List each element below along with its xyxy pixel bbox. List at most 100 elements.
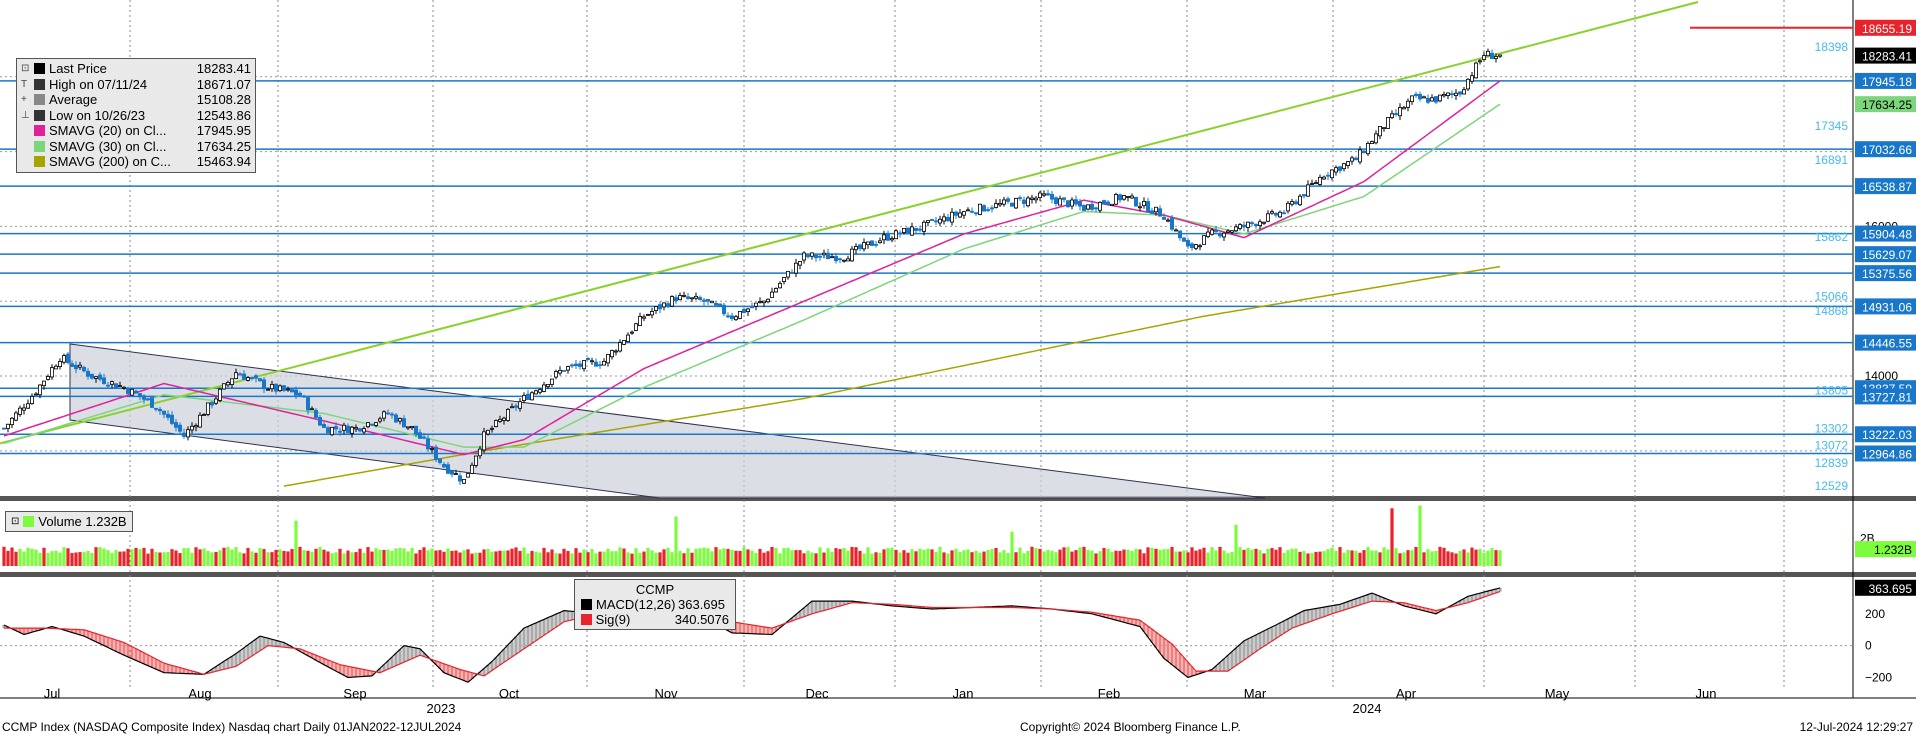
candle-body (738, 310, 743, 319)
volume-bar (434, 550, 438, 566)
candle-body (385, 412, 390, 415)
sma200-line (283, 265, 1501, 487)
candle-body (1150, 210, 1155, 214)
volume-bar (230, 549, 234, 566)
candle-body (1494, 56, 1499, 59)
candle-body (425, 438, 430, 450)
candle-body (325, 427, 330, 434)
candle-body (846, 258, 851, 262)
volume-bar (722, 548, 726, 566)
volume-bar (1474, 549, 1478, 566)
legend-row: + Average 15108.28 (21, 92, 251, 108)
volume-bar (1106, 548, 1110, 566)
candle-body (1442, 94, 1447, 97)
macd-legend[interactable]: CCMP MACD(12,26) 363.695 Sig(9) 340.5076 (574, 579, 736, 630)
level-tag-bg (1855, 178, 1916, 195)
candle-body (986, 209, 991, 211)
level-tag-bg (1855, 334, 1916, 351)
volume-bar (354, 552, 358, 566)
candle-body (1190, 243, 1195, 249)
candle-body (606, 354, 611, 364)
candle-body (942, 216, 947, 222)
candle-body (417, 432, 422, 439)
volume-bar (982, 551, 986, 566)
volume-bar (1442, 547, 1446, 566)
volume-bar (370, 551, 374, 566)
candle-body (261, 379, 266, 390)
fib-label: 13072 (1815, 438, 1849, 452)
volume-bar (178, 553, 182, 566)
candle-body (1478, 60, 1483, 63)
level-tag-bg (1855, 72, 1916, 89)
candle-body (393, 414, 398, 423)
candle-body (241, 373, 246, 380)
candle-body (377, 418, 382, 422)
candle-body (1430, 97, 1435, 102)
volume-bar (1166, 549, 1170, 566)
volume-bar (158, 552, 162, 566)
volume-bar (562, 548, 566, 566)
candle-body (1082, 205, 1087, 211)
volume-bar (1334, 550, 1338, 566)
candle-body (281, 385, 286, 391)
candle-body (1374, 133, 1379, 144)
candle-body (493, 420, 498, 428)
x-tick-label: Dec (805, 686, 829, 701)
candle-body (870, 240, 875, 246)
candle-body (582, 360, 587, 370)
candle-body (1254, 223, 1259, 227)
volume-bar (414, 553, 418, 566)
volume-bar (446, 548, 450, 566)
candle-body (670, 296, 675, 307)
volume-bar (442, 551, 446, 566)
level-tag: 13727.81 (1855, 388, 1916, 405)
volume-bar (1314, 551, 1318, 566)
candle-body (1414, 93, 1419, 96)
volume-bar (34, 549, 38, 566)
candle-body (1022, 199, 1027, 204)
legend-name: Average (49, 92, 98, 108)
fib-label: 16891 (1815, 153, 1849, 167)
volume-bar (526, 553, 530, 566)
candle-body (90, 373, 95, 379)
candle-body (1302, 194, 1307, 197)
candle-body (289, 389, 294, 393)
level-tag-bg (1855, 141, 1916, 158)
volume-legend[interactable]: ⊡ Volume 1.232B (5, 511, 133, 532)
candle-body (1362, 150, 1367, 154)
candle-body (94, 376, 99, 379)
volume-bar (1118, 550, 1122, 566)
volume-bar (1318, 551, 1322, 566)
level-tag-text: 14446.55 (1862, 337, 1912, 351)
candle-body (245, 377, 250, 381)
volume-bar (494, 551, 498, 566)
candle-body (1498, 54, 1503, 57)
volume-bar (90, 552, 94, 566)
legend-name: SMAVG (200) on C... (49, 154, 171, 170)
price-legend[interactable]: ⊡ Last Price 18283.41 T High on 07/11/24 1867… (16, 58, 256, 173)
candle-body (1142, 201, 1147, 207)
expand-icon[interactable]: ⊡ (11, 516, 20, 527)
volume-bar (322, 549, 326, 566)
volume-bar (1110, 551, 1114, 566)
candle-body (1026, 197, 1031, 207)
candle-body (666, 303, 671, 307)
volume-bar (730, 549, 734, 566)
candle-body (465, 473, 470, 478)
volume-bar (502, 550, 506, 566)
candle-body (1218, 233, 1223, 237)
candle-body (1326, 174, 1331, 177)
candle-body (46, 376, 51, 380)
candle-body (193, 425, 198, 428)
candle-body (822, 252, 827, 256)
volume-bar (1282, 552, 1286, 566)
volume-bar (634, 548, 638, 566)
volume-bar (66, 548, 70, 566)
volume-bar (1078, 547, 1082, 566)
candle-body (6, 423, 11, 429)
candle-body (1034, 197, 1039, 201)
volume-bar (766, 551, 770, 566)
level-tag-bg (1855, 225, 1916, 242)
legend-value: 15463.94 (196, 154, 251, 170)
candle-body (722, 304, 727, 315)
